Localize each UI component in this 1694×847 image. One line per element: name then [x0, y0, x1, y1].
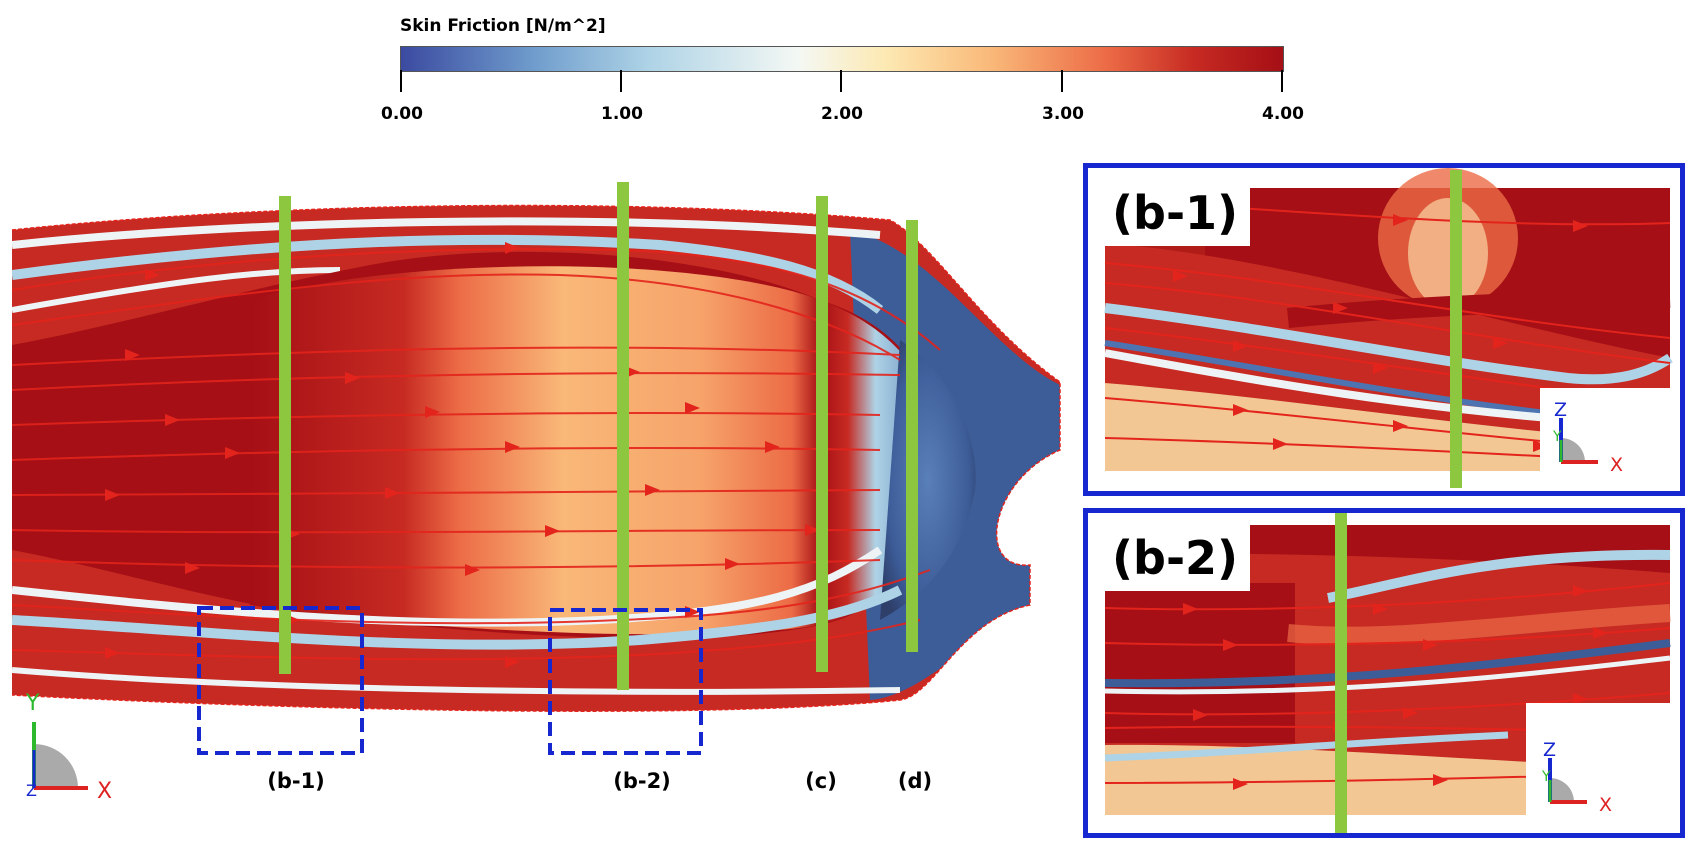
zoom-box-b2	[548, 608, 703, 755]
inset-b2-cut-plane	[1335, 513, 1347, 833]
inset-b2-axis-z: Z	[1543, 739, 1556, 761]
inset-b1-axis-z: Z	[1554, 399, 1567, 421]
inset-b1-axis-y: Y	[1552, 429, 1562, 445]
inset-b2-label: (b-2)	[1100, 525, 1251, 591]
inset-b1-frame: Z X Y (b-1)	[1083, 163, 1685, 496]
main-contour-view: Y X Z	[11, 182, 1061, 804]
colorbar-tick-label: 1.00	[601, 104, 643, 124]
inset-b1-view: Z X Y	[1104, 168, 1673, 488]
axis-label-y: Y	[25, 691, 40, 716]
vehicle-surface	[12, 205, 1060, 712]
cut-plane-d	[906, 220, 918, 652]
axis-label-x: X	[97, 779, 112, 804]
inset-b1-cut-plane	[1450, 170, 1462, 488]
inset-b2-axis-x: X	[1599, 794, 1612, 816]
inset-b1-axis-x: X	[1610, 454, 1623, 476]
axis-label-z: Z	[26, 781, 37, 800]
streamline-arrows	[105, 242, 820, 668]
colorbar-tick	[1061, 70, 1063, 92]
colorbar-title: Skin Friction [N/m^2]	[400, 16, 606, 36]
inset-b2-view: Z X Y	[1104, 513, 1671, 833]
colorbar-gradient	[400, 46, 1284, 72]
section-label-d: (d)	[897, 769, 933, 793]
colorbar-tick-label: 0.00	[381, 104, 423, 124]
colorbar-tick-label: 2.00	[821, 104, 863, 124]
colorbar-tick-label: 4.00	[1262, 104, 1304, 124]
colorbar-tick	[1281, 70, 1283, 92]
cut-plane-c	[816, 196, 828, 672]
colorbar-tick	[840, 70, 842, 92]
colorbar-tick-label: 3.00	[1042, 104, 1084, 124]
cut-plane-b2	[617, 182, 629, 690]
inset-b1-label: (b-1)	[1100, 180, 1251, 246]
colorbar-tick	[620, 70, 622, 92]
section-label-b1: (b-1)	[267, 769, 325, 793]
inset-b2-axis-y: Y	[1541, 769, 1551, 785]
axis-triad-main: Y X Z	[25, 691, 112, 804]
section-label-b2: (b-2)	[613, 769, 671, 793]
zoom-box-b1	[197, 606, 364, 755]
inset-b2-frame: Z X Y (b-2)	[1083, 508, 1685, 838]
cut-plane-b1	[279, 196, 291, 674]
section-label-c: (c)	[805, 769, 837, 793]
colorbar-tick	[400, 70, 402, 92]
